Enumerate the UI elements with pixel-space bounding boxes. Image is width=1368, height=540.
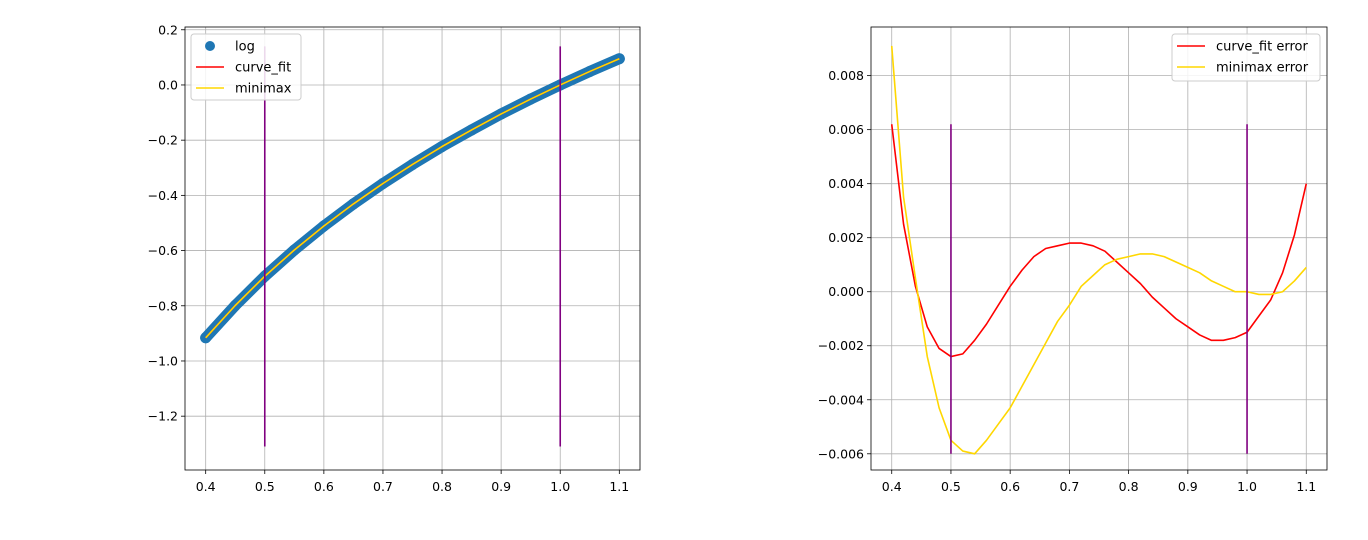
chart-fit-error: 0.4 0.5 0.6 0.7 0.8 0.9 1.0 1.1 0.008 0.006 0.004 0… — [818, 26, 1328, 494]
x-tick-label: 1.0 — [1237, 479, 1257, 494]
y-tick-label: 0.0 — [158, 77, 178, 92]
x-tick-label: 1.1 — [1296, 479, 1316, 494]
y-tick-label: −0.004 — [818, 392, 864, 407]
y-tick-label: −1.2 — [148, 409, 178, 424]
legend-label-minimax-error: minimax error — [1216, 61, 1309, 76]
y-tick-label: −0.8 — [148, 298, 178, 313]
chart-log-fit: 0.4 0.5 0.6 0.7 0.8 0.9 1.0 1.1 0.2 0.0 −0.2 −0.4 −0… — [148, 22, 641, 494]
axes-frame — [184, 26, 641, 471]
y-tick-label: −1.0 — [148, 353, 178, 368]
x-tick-label: 0.9 — [491, 479, 511, 494]
x-tick-label: 0.8 — [1119, 479, 1139, 494]
x-tick-label: 0.5 — [255, 479, 275, 494]
y-tick-label: 0.000 — [828, 284, 864, 299]
x-tick-label: 0.4 — [882, 479, 902, 494]
x-tick-label: 0.6 — [314, 479, 334, 494]
y-tick-label: 0.006 — [828, 122, 864, 137]
x-tick-label: 0.4 — [196, 479, 216, 494]
y-tick-label: −0.6 — [148, 243, 178, 258]
x-tick-label: 0.7 — [373, 479, 393, 494]
series-minimax-error-line — [890, 45, 1307, 455]
plot-area — [200, 46, 625, 447]
y-tick-label: 0.004 — [828, 176, 864, 191]
y-tick-label: −0.2 — [148, 133, 178, 148]
axes-frame — [870, 26, 1328, 471]
legend-label-log: log — [235, 40, 255, 55]
y-tick-label: −0.002 — [818, 338, 864, 353]
legend-label-minimax: minimax — [235, 82, 292, 97]
legend-label-curve-fit: curve_fit — [235, 61, 291, 76]
x-tick-label: 1.1 — [609, 479, 629, 494]
plot-area — [890, 45, 1308, 455]
legend-box — [190, 33, 302, 101]
x-tick-label: 0.6 — [1000, 479, 1020, 494]
y-tick-label: 0.2 — [158, 22, 178, 37]
legend-marker-log — [205, 41, 215, 51]
legend-box — [1171, 33, 1321, 82]
y-tick-label: 0.002 — [828, 230, 864, 245]
series-curve-fit-error-line — [890, 124, 1308, 358]
legend: curve_fit error minimax error — [1171, 33, 1321, 82]
y-tick-label: 0.008 — [828, 68, 864, 83]
legend-label-curve-fit-error: curve_fit error — [1216, 40, 1308, 55]
x-tick-label: 0.8 — [432, 479, 452, 494]
x-tick-label: 0.7 — [1059, 479, 1079, 494]
x-tick-label: 1.0 — [550, 479, 570, 494]
y-tick-label: −0.006 — [818, 446, 864, 461]
series-minimax-line — [205, 58, 620, 339]
x-tick-label: 0.9 — [1178, 479, 1198, 494]
y-tick-label: −0.4 — [148, 188, 178, 203]
x-tick-label: 0.5 — [941, 479, 961, 494]
